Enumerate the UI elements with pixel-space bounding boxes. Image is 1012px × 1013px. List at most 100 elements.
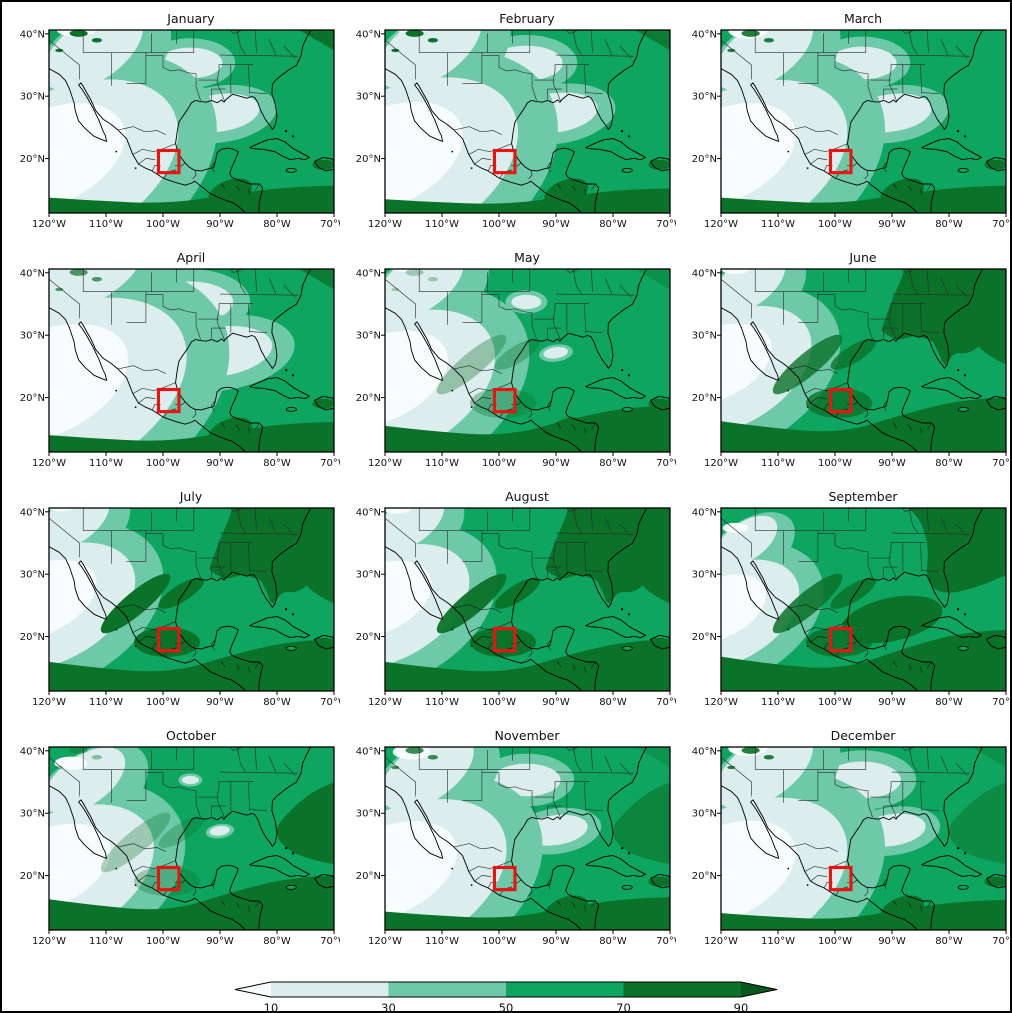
month-panel-october: October xyxy=(20,728,348,947)
contour-map xyxy=(49,747,334,930)
panel-october: October xyxy=(4,727,348,958)
southern-dark-band xyxy=(385,639,670,691)
panel-november: November xyxy=(340,727,684,958)
northeast-dark-corner xyxy=(970,747,1006,768)
x-tick-label: 110°W xyxy=(425,697,459,708)
coastlines xyxy=(385,269,670,452)
y-tick-label: 40°N xyxy=(692,507,717,518)
x-tick-label: 70°W xyxy=(320,219,340,230)
x-tick-label: 120°W xyxy=(704,458,738,469)
x-tick-label: 80°W xyxy=(935,458,963,469)
x-tick-label: 110°W xyxy=(425,219,459,230)
pacific-low-region xyxy=(721,269,841,452)
state-borders xyxy=(49,747,299,912)
panel-title: March xyxy=(844,11,882,26)
highlight-box xyxy=(492,148,517,175)
highlight-box xyxy=(828,148,853,175)
y-tick-label: 20°N xyxy=(692,393,717,404)
state-borders xyxy=(385,30,635,195)
eastern-us-dark-region xyxy=(545,508,670,606)
colorbar: 10 30 50 70 90 xyxy=(234,981,778,1013)
panel-title: August xyxy=(505,489,549,504)
y-tick-label: 20°N xyxy=(356,871,381,882)
southern-dark-band xyxy=(49,639,334,691)
x-tick-label: 120°W xyxy=(704,697,738,708)
coastlines xyxy=(49,747,334,930)
panel-title: January xyxy=(166,11,215,26)
static-dark-patches xyxy=(208,159,334,207)
x-tick-label: 100°W xyxy=(818,936,852,947)
month-panel-june: June xyxy=(692,250,1010,469)
coastlines xyxy=(721,269,1006,452)
y-tick-label: 40°N xyxy=(356,29,381,40)
y-tick-label: 30°N xyxy=(356,570,381,581)
coastlines xyxy=(721,508,1006,691)
panel-title: July xyxy=(179,489,203,504)
y-tick-label: 40°N xyxy=(20,268,45,279)
southeast-atlantic-dark-band xyxy=(948,782,1006,865)
x-tick-label: 80°W xyxy=(935,219,963,230)
x-tick-label: 100°W xyxy=(482,936,516,947)
colorbar-over-arrow xyxy=(741,982,777,997)
y-tick-label: 20°N xyxy=(692,632,717,643)
panel-june: June xyxy=(676,249,1010,480)
x-tick-label: 80°W xyxy=(263,458,291,469)
static-dark-patches xyxy=(880,637,1006,685)
static-dark-patches xyxy=(880,398,1006,446)
plains-pale-region xyxy=(178,773,203,787)
y-tick-label: 30°N xyxy=(692,92,717,103)
panel-may: May xyxy=(340,249,684,480)
x-tick-label: 110°W xyxy=(89,936,123,947)
panel-july: July xyxy=(4,488,348,719)
x-tick-label: 90°W xyxy=(878,697,906,708)
panel-august: August xyxy=(340,488,684,719)
x-tick-label: 70°W xyxy=(656,697,676,708)
x-tick-label: 90°W xyxy=(878,219,906,230)
colorbar-tick-label: 10 xyxy=(264,1001,279,1013)
x-tick-label: 80°W xyxy=(599,458,627,469)
contour-map xyxy=(721,508,1006,691)
x-tick-label: 100°W xyxy=(818,697,852,708)
highlight-box xyxy=(156,387,181,414)
contour-map xyxy=(721,30,1006,213)
y-tick-label: 40°N xyxy=(356,746,381,757)
x-tick-label: 110°W xyxy=(761,219,795,230)
colorbar-segment xyxy=(623,982,741,997)
y-tick-label: 40°N xyxy=(20,507,45,518)
contour-map xyxy=(385,30,670,213)
panel-september: September xyxy=(676,488,1010,719)
x-tick-label: 90°W xyxy=(206,219,234,230)
southern-dark-band xyxy=(721,397,1006,452)
x-tick-label: 80°W xyxy=(599,697,627,708)
x-tick-label: 120°W xyxy=(704,936,738,947)
y-tick-label: 20°N xyxy=(20,871,45,882)
panel-title: May xyxy=(514,250,540,265)
x-tick-label: 120°W xyxy=(704,219,738,230)
colorbar-tick-label: 50 xyxy=(499,1001,514,1013)
y-tick-label: 40°N xyxy=(692,268,717,279)
x-tick-label: 90°W xyxy=(542,219,570,230)
gulf-pale-region xyxy=(205,823,235,839)
mexico-interior-dark-region xyxy=(100,812,204,896)
month-panel-may: May xyxy=(356,250,684,469)
x-tick-label: 90°W xyxy=(542,697,570,708)
x-tick-label: 120°W xyxy=(32,936,66,947)
x-tick-label: 90°W xyxy=(206,697,234,708)
y-tick-label: 30°N xyxy=(356,809,381,820)
mexico-interior-dark-region xyxy=(772,573,876,657)
colorbar-tick-label: 90 xyxy=(734,1001,749,1013)
x-tick-label: 110°W xyxy=(761,458,795,469)
x-tick-label: 100°W xyxy=(146,936,180,947)
x-tick-label: 90°W xyxy=(206,936,234,947)
coastlines xyxy=(721,747,1006,930)
x-tick-label: 90°W xyxy=(878,936,906,947)
x-tick-label: 70°W xyxy=(992,936,1012,947)
y-tick-label: 30°N xyxy=(692,570,717,581)
x-tick-label: 110°W xyxy=(425,936,459,947)
highlight-box xyxy=(492,865,517,892)
y-tick-label: 20°N xyxy=(356,154,381,165)
y-tick-label: 20°N xyxy=(20,632,45,643)
x-tick-label: 120°W xyxy=(368,219,402,230)
coastlines xyxy=(385,747,670,930)
x-tick-label: 70°W xyxy=(656,936,676,947)
